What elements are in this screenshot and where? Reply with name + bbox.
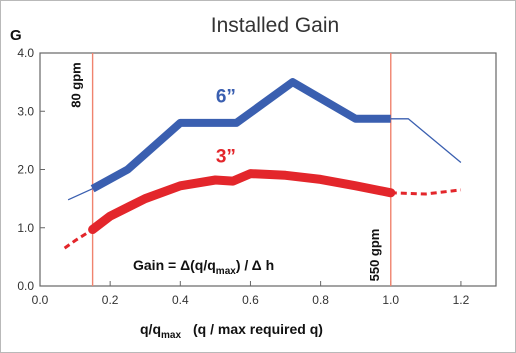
x-tick-label: 1.0 (382, 293, 399, 307)
y-tick-label: 2.0 (17, 163, 34, 177)
y-axis-label: G (10, 27, 22, 44)
series-lines (63, 78, 462, 250)
y-tick-label: 0.0 (17, 279, 34, 293)
plot-area (39, 52, 497, 287)
gain-formula-suffix: ) / Δ h (236, 257, 274, 273)
x-tick-label: 0.4 (172, 293, 189, 307)
y-tick-label: 4.0 (17, 46, 34, 60)
series-6-line (90, 78, 391, 193)
x-tick-label: 0.6 (242, 293, 259, 307)
gain-formula: Gain = Δ(q/qmax) / Δ h (133, 257, 274, 277)
axes: 0.0 1.0 2.0 3.0 4.0 0.0 0.2 0.4 0.6 0.8 1.0 1.2 (17, 46, 469, 307)
x-tick-label: 0.0 (32, 293, 49, 307)
x-tick-label: 1.2 (453, 293, 470, 307)
x-axis-label: q/qmax (q / max required q) (140, 321, 323, 341)
series-3-dashed-end (390, 188, 462, 196)
reference-lines: 80 gpm 550 gpm (69, 53, 392, 286)
x-axis-label-sub: max (161, 330, 181, 341)
series-6-thin-start (67, 188, 93, 201)
gain-formula-sub: max (216, 266, 236, 277)
series-3-dashed-start (63, 228, 94, 250)
x-axis-label-note: (q / max required q) (193, 321, 323, 337)
annotations: 6” 3” Gain = Δ(q/qmax) / Δ h (133, 87, 274, 277)
y-tick-label: 3.0 (17, 104, 34, 118)
reference-line-label: 80 gpm (69, 62, 84, 108)
series-3-label: 3” (216, 147, 236, 168)
x-tick-label: 0.8 (312, 293, 329, 307)
chart-title: Installed Gain (211, 14, 339, 37)
x-axis-label-main: q/q (140, 321, 161, 337)
series-3-line (88, 169, 396, 234)
series-6-thin-end (390, 118, 462, 163)
y-tick-label: 1.0 (17, 221, 34, 235)
series-6-label: 6” (216, 87, 236, 108)
x-tick-label: 0.2 (102, 293, 119, 307)
gain-formula-prefix: Gain = Δ(q/q (133, 257, 216, 273)
reference-line-label: 550 gpm (367, 229, 382, 282)
